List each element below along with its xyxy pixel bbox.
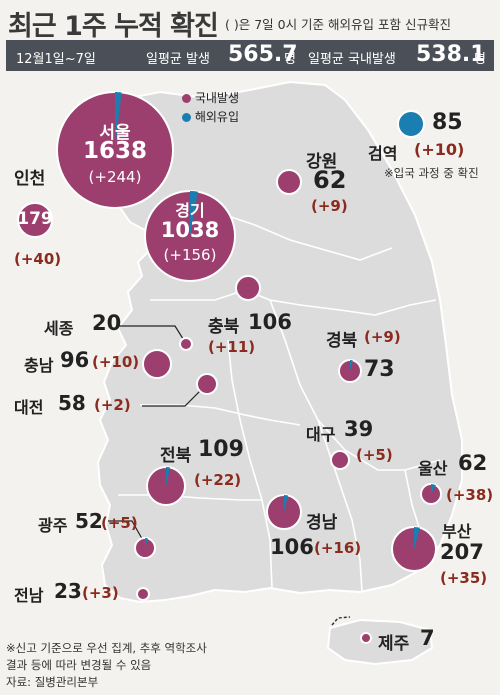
gyeongbuk-total: 73 (364, 357, 395, 382)
gwangju-total: 52 (75, 509, 103, 533)
jeonnam-name: 전남 (14, 586, 44, 605)
gwangju-name: 광주 (38, 516, 68, 535)
chungbuk-total: 106 (248, 310, 292, 334)
incheon-name: 인천 (14, 169, 46, 189)
avg-total-label: 일평균 발생 (146, 52, 210, 67)
gyeongbuk-new: (+9) (364, 328, 401, 346)
legend-domestic: 국내발생 (182, 89, 239, 106)
sejong-total: 20 (92, 311, 122, 335)
gyeongnam-new: (+16) (314, 539, 362, 557)
gyeonggi-name: 경기 (175, 201, 205, 220)
busan-total: 207 (440, 540, 484, 564)
jeonnam-new: (+3) (82, 584, 119, 602)
daejeon-new: (+2) (94, 396, 131, 414)
daegu-name: 대구 (306, 425, 336, 444)
region-borders (118, 199, 441, 593)
daejeon-total: 58 (58, 391, 86, 415)
seoul-name: 서울 (99, 123, 131, 143)
jeonbuk-new: (+22) (194, 471, 242, 489)
sejong-name: 세종 (44, 319, 74, 338)
incheon-new: (+40) (14, 250, 62, 268)
avg-domestic-label: 일평균 국내발생 (308, 52, 396, 67)
sejong-leader (118, 325, 186, 343)
gyeonggi-total: 1038 (160, 218, 220, 242)
avg-total-unit: 명 (284, 52, 296, 67)
footnote-line2: 결과 등에 따라 변경될 수 있음 (6, 658, 152, 672)
quarantine-note: ※입국 과정 중 확진 (384, 166, 479, 180)
avg-domestic-unit: 명 (474, 52, 486, 67)
legend-domestic-label: 국내발생 (194, 91, 239, 105)
ulsan-name: 울산 (418, 459, 448, 478)
legend-overseas-label: 해외유입 (194, 110, 239, 124)
footnote: ※신고 기준으로 우선 집계, 추후 역학조사 결과 등에 따라 변경될 수 있… (6, 640, 207, 691)
jeonnam-total: 23 (54, 579, 82, 603)
bubble-incheon (17, 202, 53, 238)
seoul-new: (+244) (88, 168, 142, 186)
bubble-gangwon (276, 169, 302, 195)
summary-period: 12월1일~7일 (16, 52, 96, 67)
daegu-new: (+5) (356, 446, 393, 464)
gwangju-new: (+5) (101, 514, 138, 532)
bubble-quarantine (397, 110, 425, 138)
ulsan-total: 62 (458, 451, 488, 475)
gyeongbuk-name: 경북 (326, 331, 358, 351)
legend-overseas: 해외유입 (182, 108, 239, 125)
jeju-name: 제주 (378, 634, 410, 654)
chungnam-name: 충남 (24, 356, 54, 375)
gangwon-name: 강원 (306, 152, 338, 172)
source: 자료: 질병관리본부 (6, 675, 99, 689)
gwangju-leader (108, 520, 146, 545)
gyeongnam-total: 106 (270, 535, 314, 559)
busan-name: 부산 (442, 522, 472, 541)
chungnam-new: (+10) (92, 353, 140, 371)
legend-domestic-swatch (182, 94, 191, 103)
avg-domestic-value: 538.1 (416, 42, 486, 67)
chungnam-total: 96 (60, 348, 90, 372)
bubble-daegu (330, 450, 350, 470)
daejeon-name: 대전 (14, 398, 44, 417)
daegu-total: 39 (344, 417, 374, 441)
bubble-gyeonggi-overseas (190, 190, 198, 236)
busan-new: (+35) (440, 569, 488, 587)
jeju-total: 7 (420, 626, 435, 650)
bubble-gyeonggi-east (235, 275, 261, 301)
footnote-line1: ※신고 기준으로 우선 집계, 추후 역학조사 (6, 641, 207, 655)
quarantine-total: 85 (432, 110, 463, 135)
title-note: ( )은 7일 0시 기준 해외유입 포함 신규확진 (225, 17, 451, 32)
quarantine-name: 검역 (368, 144, 398, 163)
gangwon-total: 62 (313, 166, 347, 194)
bubble-daejeon (196, 373, 218, 395)
bubble-chungnam (142, 349, 172, 379)
ulsan-new: (+38) (446, 486, 494, 504)
quarantine-new: (+10) (414, 140, 465, 159)
legend-overseas-swatch (182, 113, 191, 122)
summary-bar: 12월1일~7일 일평균 발생 565.7 명 일평균 국내발생 538.1 명 (6, 40, 494, 71)
gyeonggi-new: (+156) (163, 246, 217, 264)
jeju-shape (326, 618, 434, 666)
daejeon-leader (142, 385, 206, 407)
bubble-jeonnam (136, 587, 150, 601)
chungbuk-new: (+11) (208, 338, 256, 356)
seoul-total: 1638 (82, 138, 147, 164)
incheon-total: 179 (17, 209, 53, 229)
bubble-sejong (179, 337, 193, 351)
gyeongnam-name: 경남 (306, 513, 338, 533)
jeonbuk-total: 109 (198, 437, 244, 462)
page-title: 최근 1주 누적 확진 (8, 11, 219, 42)
bubble-jeju (360, 632, 372, 644)
gangwon-new: (+9) (311, 197, 348, 215)
avg-total-value: 565.7 (228, 42, 298, 67)
bubble-seoul-overseas (115, 92, 122, 150)
jeonbuk-name: 전북 (160, 446, 192, 466)
chungbuk-name: 충북 (208, 317, 240, 337)
